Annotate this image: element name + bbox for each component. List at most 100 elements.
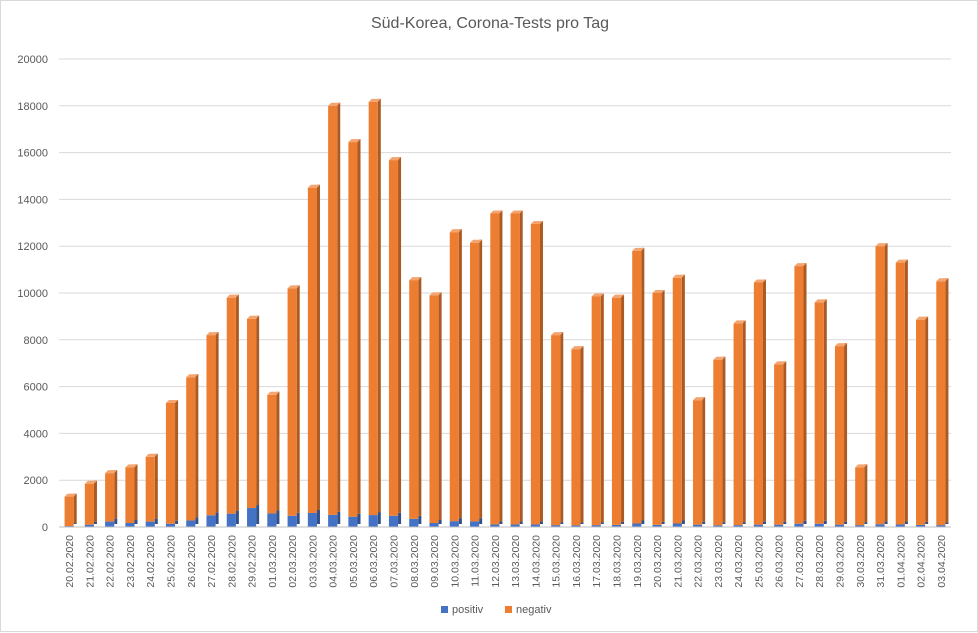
- bar-negativ-top: [247, 315, 260, 319]
- bar-positiv: [328, 514, 338, 527]
- x-tick-label: 24.02.2020: [145, 535, 157, 588]
- bar-negativ-side: [114, 470, 118, 519]
- bar-negativ-top: [368, 98, 381, 102]
- bar-positiv-side: [641, 520, 645, 524]
- bar-negativ: [165, 402, 176, 524]
- bar-positiv: [145, 521, 155, 527]
- bar-negativ-side: [438, 292, 442, 521]
- bar-positiv: [490, 524, 500, 527]
- bar-negativ-top: [875, 243, 888, 247]
- legend-swatch: [441, 606, 448, 613]
- bar-positiv-side: [357, 513, 361, 524]
- bar-negativ-top: [165, 399, 179, 403]
- bar-negativ: [774, 364, 784, 525]
- x-tick-label: 17.03.2020: [591, 535, 603, 588]
- y-tick-label: 14000: [17, 194, 48, 206]
- bar-negativ-side: [154, 453, 158, 519]
- bar-positiv-side: [904, 521, 908, 524]
- y-tick-label: 18000: [17, 101, 48, 113]
- bar-positiv-side: [783, 521, 787, 524]
- bar-positiv-side: [479, 518, 483, 524]
- bar-negativ-side: [722, 356, 726, 523]
- bar-negativ-top: [611, 294, 625, 298]
- bar-positiv-side: [580, 522, 584, 524]
- x-tick-label: 16.03.2020: [571, 535, 583, 588]
- bar-negativ: [287, 288, 297, 516]
- bar-positiv: [693, 524, 703, 527]
- bar-positiv: [368, 515, 378, 527]
- bar-positiv-side: [499, 521, 503, 524]
- bar-negativ-top: [125, 464, 138, 468]
- bar-negativ: [753, 282, 763, 525]
- bar-positiv: [611, 524, 622, 527]
- bar-negativ: [632, 250, 642, 524]
- bar-negativ-side: [195, 374, 199, 518]
- bar-positiv: [449, 521, 459, 527]
- x-tick-label: 22.02.2020: [105, 535, 117, 588]
- bar-negativ: [855, 467, 865, 526]
- bar-negativ-top: [490, 210, 503, 214]
- x-tick-label: 29.03.2020: [835, 535, 847, 588]
- x-tick-label: 08.03.2020: [409, 535, 421, 588]
- bar-positiv-side: [742, 522, 746, 524]
- y-tick-label: 4000: [24, 428, 48, 440]
- y-tick-label: 20000: [17, 54, 48, 66]
- x-tick-label: 27.02.2020: [206, 535, 218, 588]
- bar-negativ-top: [307, 184, 320, 188]
- x-tick-label: 28.02.2020: [226, 535, 238, 588]
- x-tick-label: 04.03.2020: [328, 535, 340, 588]
- bar-positiv-side: [276, 510, 280, 524]
- bar-negativ-side: [580, 346, 584, 523]
- bar-negativ: [470, 242, 480, 522]
- bar-negativ-top: [510, 210, 523, 214]
- bar-positiv: [632, 523, 642, 527]
- x-tick-label: 14.03.2020: [530, 535, 542, 588]
- bar-negativ: [693, 400, 703, 525]
- bar-positiv: [84, 524, 94, 527]
- bar-negativ-side: [398, 157, 402, 513]
- bar-positiv-side: [539, 521, 543, 524]
- x-tick-label: 01.03.2020: [267, 535, 279, 588]
- bar-positiv: [409, 518, 419, 527]
- x-tick-label: 20.03.2020: [652, 535, 664, 588]
- bar-negativ-top: [145, 453, 158, 457]
- bar-negativ-side: [681, 274, 685, 521]
- bar-negativ-top: [753, 279, 766, 283]
- bar-negativ-side: [377, 98, 381, 513]
- bar-positiv-side: [438, 520, 442, 524]
- bar-positiv-side: [600, 522, 604, 524]
- bar-positiv-side: [235, 510, 239, 524]
- x-tick-label: 25.02.2020: [166, 535, 178, 588]
- x-tick-label: 15.03.2020: [551, 535, 563, 588]
- bar-positiv-side: [134, 520, 138, 524]
- bar-negativ-top: [226, 294, 239, 298]
- bar-negativ-top: [774, 361, 787, 365]
- bar-negativ: [875, 246, 885, 525]
- bar-positiv-side: [681, 520, 685, 524]
- bar-negativ-side: [539, 220, 543, 522]
- bar-negativ-side: [641, 247, 645, 521]
- bar-positiv: [591, 525, 601, 527]
- y-tick-label: 2000: [24, 475, 48, 487]
- bar-negativ-side: [600, 293, 604, 523]
- x-tick-label: 31.03.2020: [875, 535, 887, 588]
- bar-negativ: [916, 319, 926, 525]
- y-tick-label: 16000: [17, 148, 48, 160]
- bar-negativ: [834, 346, 845, 525]
- bar-negativ: [368, 101, 378, 516]
- bar-negativ-top: [328, 102, 341, 106]
- bar-negativ: [510, 213, 520, 525]
- bar-negativ-top: [632, 247, 645, 251]
- bar-negativ-top: [388, 157, 402, 161]
- bar-negativ-top: [409, 277, 422, 281]
- bar-negativ-side: [925, 316, 929, 522]
- y-tick-label: 12000: [17, 241, 48, 253]
- bar-negativ-side: [235, 294, 239, 511]
- bar-negativ-top: [834, 343, 848, 347]
- chart-title: Süd-Korea, Corona-Tests pro Tag: [370, 15, 610, 32]
- x-tick-label: 18.03.2020: [612, 535, 624, 588]
- bar-negativ: [794, 266, 804, 524]
- x-tick-label: 29.02.2020: [247, 535, 259, 588]
- x-tick-label: 23.03.2020: [713, 535, 725, 588]
